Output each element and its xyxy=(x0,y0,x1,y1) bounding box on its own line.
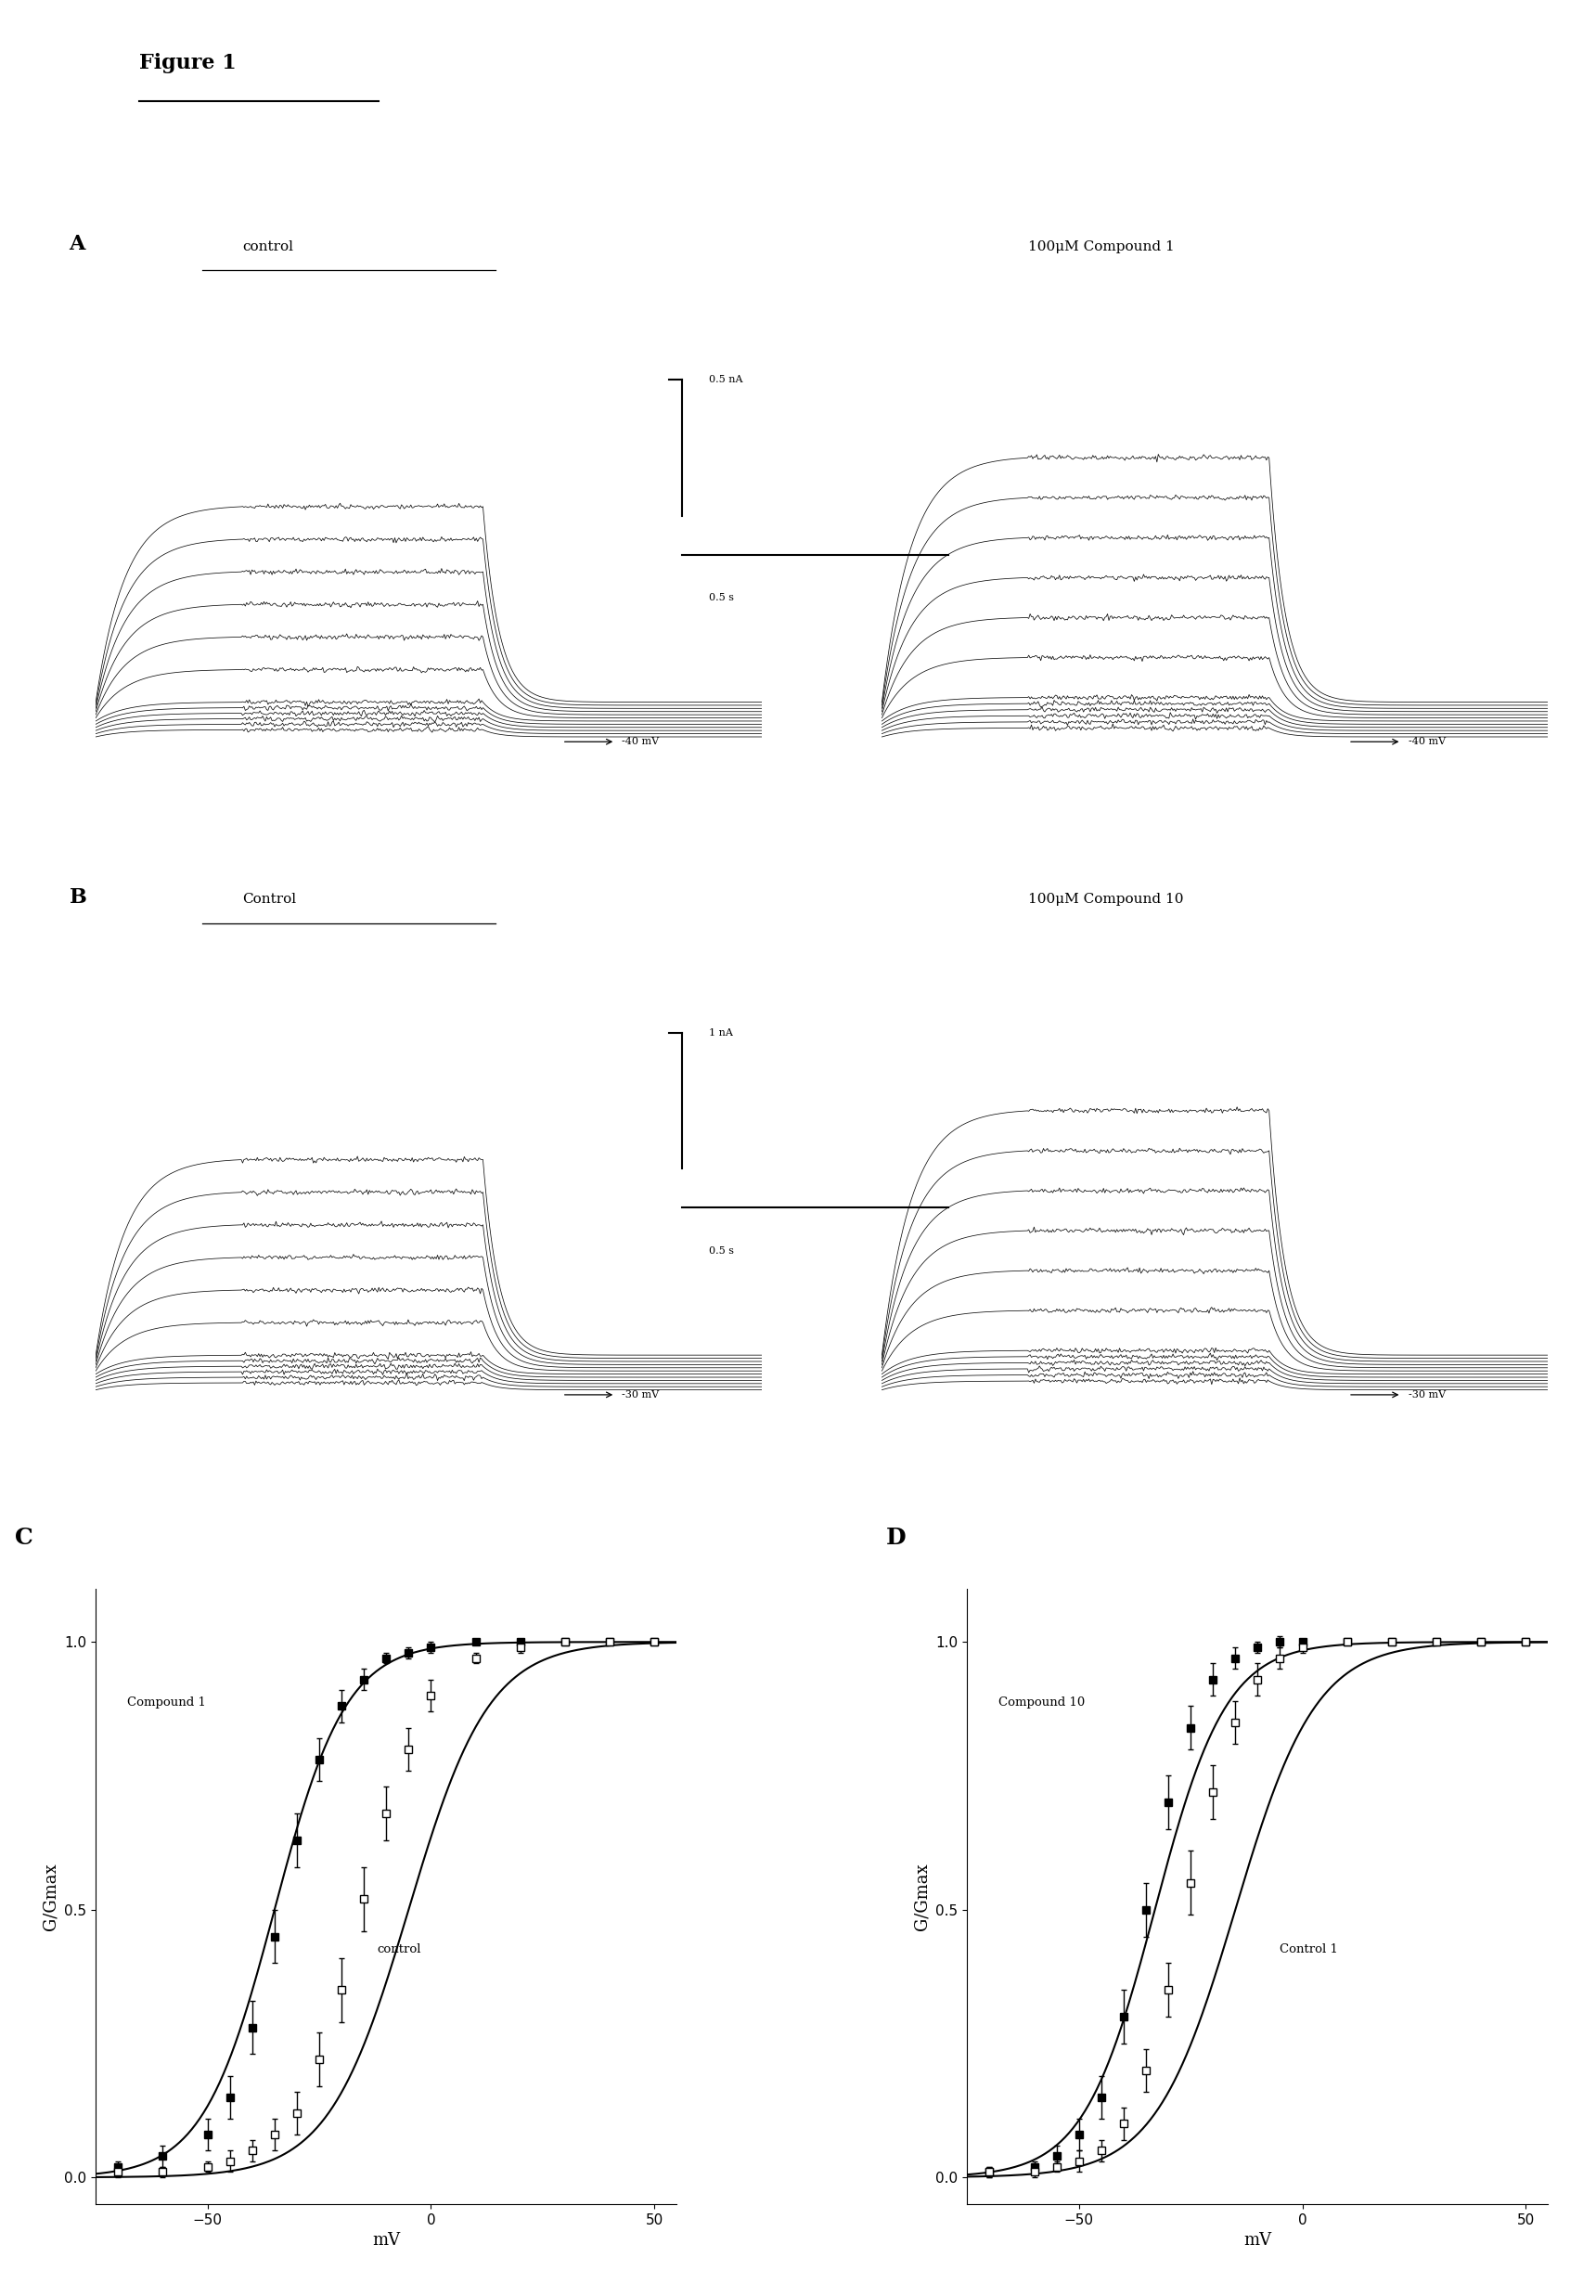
Text: 0.5 nA: 0.5 nA xyxy=(709,374,742,383)
Text: D: D xyxy=(886,1527,907,1550)
Text: 100μM Compound 10: 100μM Compound 10 xyxy=(1028,893,1184,907)
Text: Compound 10: Compound 10 xyxy=(999,1697,1085,1708)
Text: -40 mV: -40 mV xyxy=(622,737,659,746)
X-axis label: mV: mV xyxy=(372,2232,401,2250)
Text: 0.5 s: 0.5 s xyxy=(709,1247,734,1256)
Text: -40 mV: -40 mV xyxy=(1408,737,1446,746)
Text: 100μM Compound 1: 100μM Compound 1 xyxy=(1028,241,1175,253)
Text: -30 mV: -30 mV xyxy=(1408,1389,1446,1398)
Text: Control: Control xyxy=(243,893,297,907)
Text: Compound 1: Compound 1 xyxy=(128,1697,206,1708)
Text: control: control xyxy=(243,241,294,253)
X-axis label: mV: mV xyxy=(1243,2232,1272,2250)
Text: C: C xyxy=(14,1527,34,1550)
Text: B: B xyxy=(69,886,86,907)
Text: 0.5 s: 0.5 s xyxy=(709,592,734,604)
Text: Control 1: Control 1 xyxy=(1280,1942,1339,1956)
Text: -30 mV: -30 mV xyxy=(622,1389,659,1398)
Text: control: control xyxy=(377,1942,421,1956)
Text: Figure 1: Figure 1 xyxy=(139,53,236,73)
Y-axis label: G/Gmax: G/Gmax xyxy=(915,1862,930,1931)
Text: 1 nA: 1 nA xyxy=(709,1029,733,1038)
Y-axis label: G/Gmax: G/Gmax xyxy=(43,1862,59,1931)
Text: A: A xyxy=(69,234,85,255)
